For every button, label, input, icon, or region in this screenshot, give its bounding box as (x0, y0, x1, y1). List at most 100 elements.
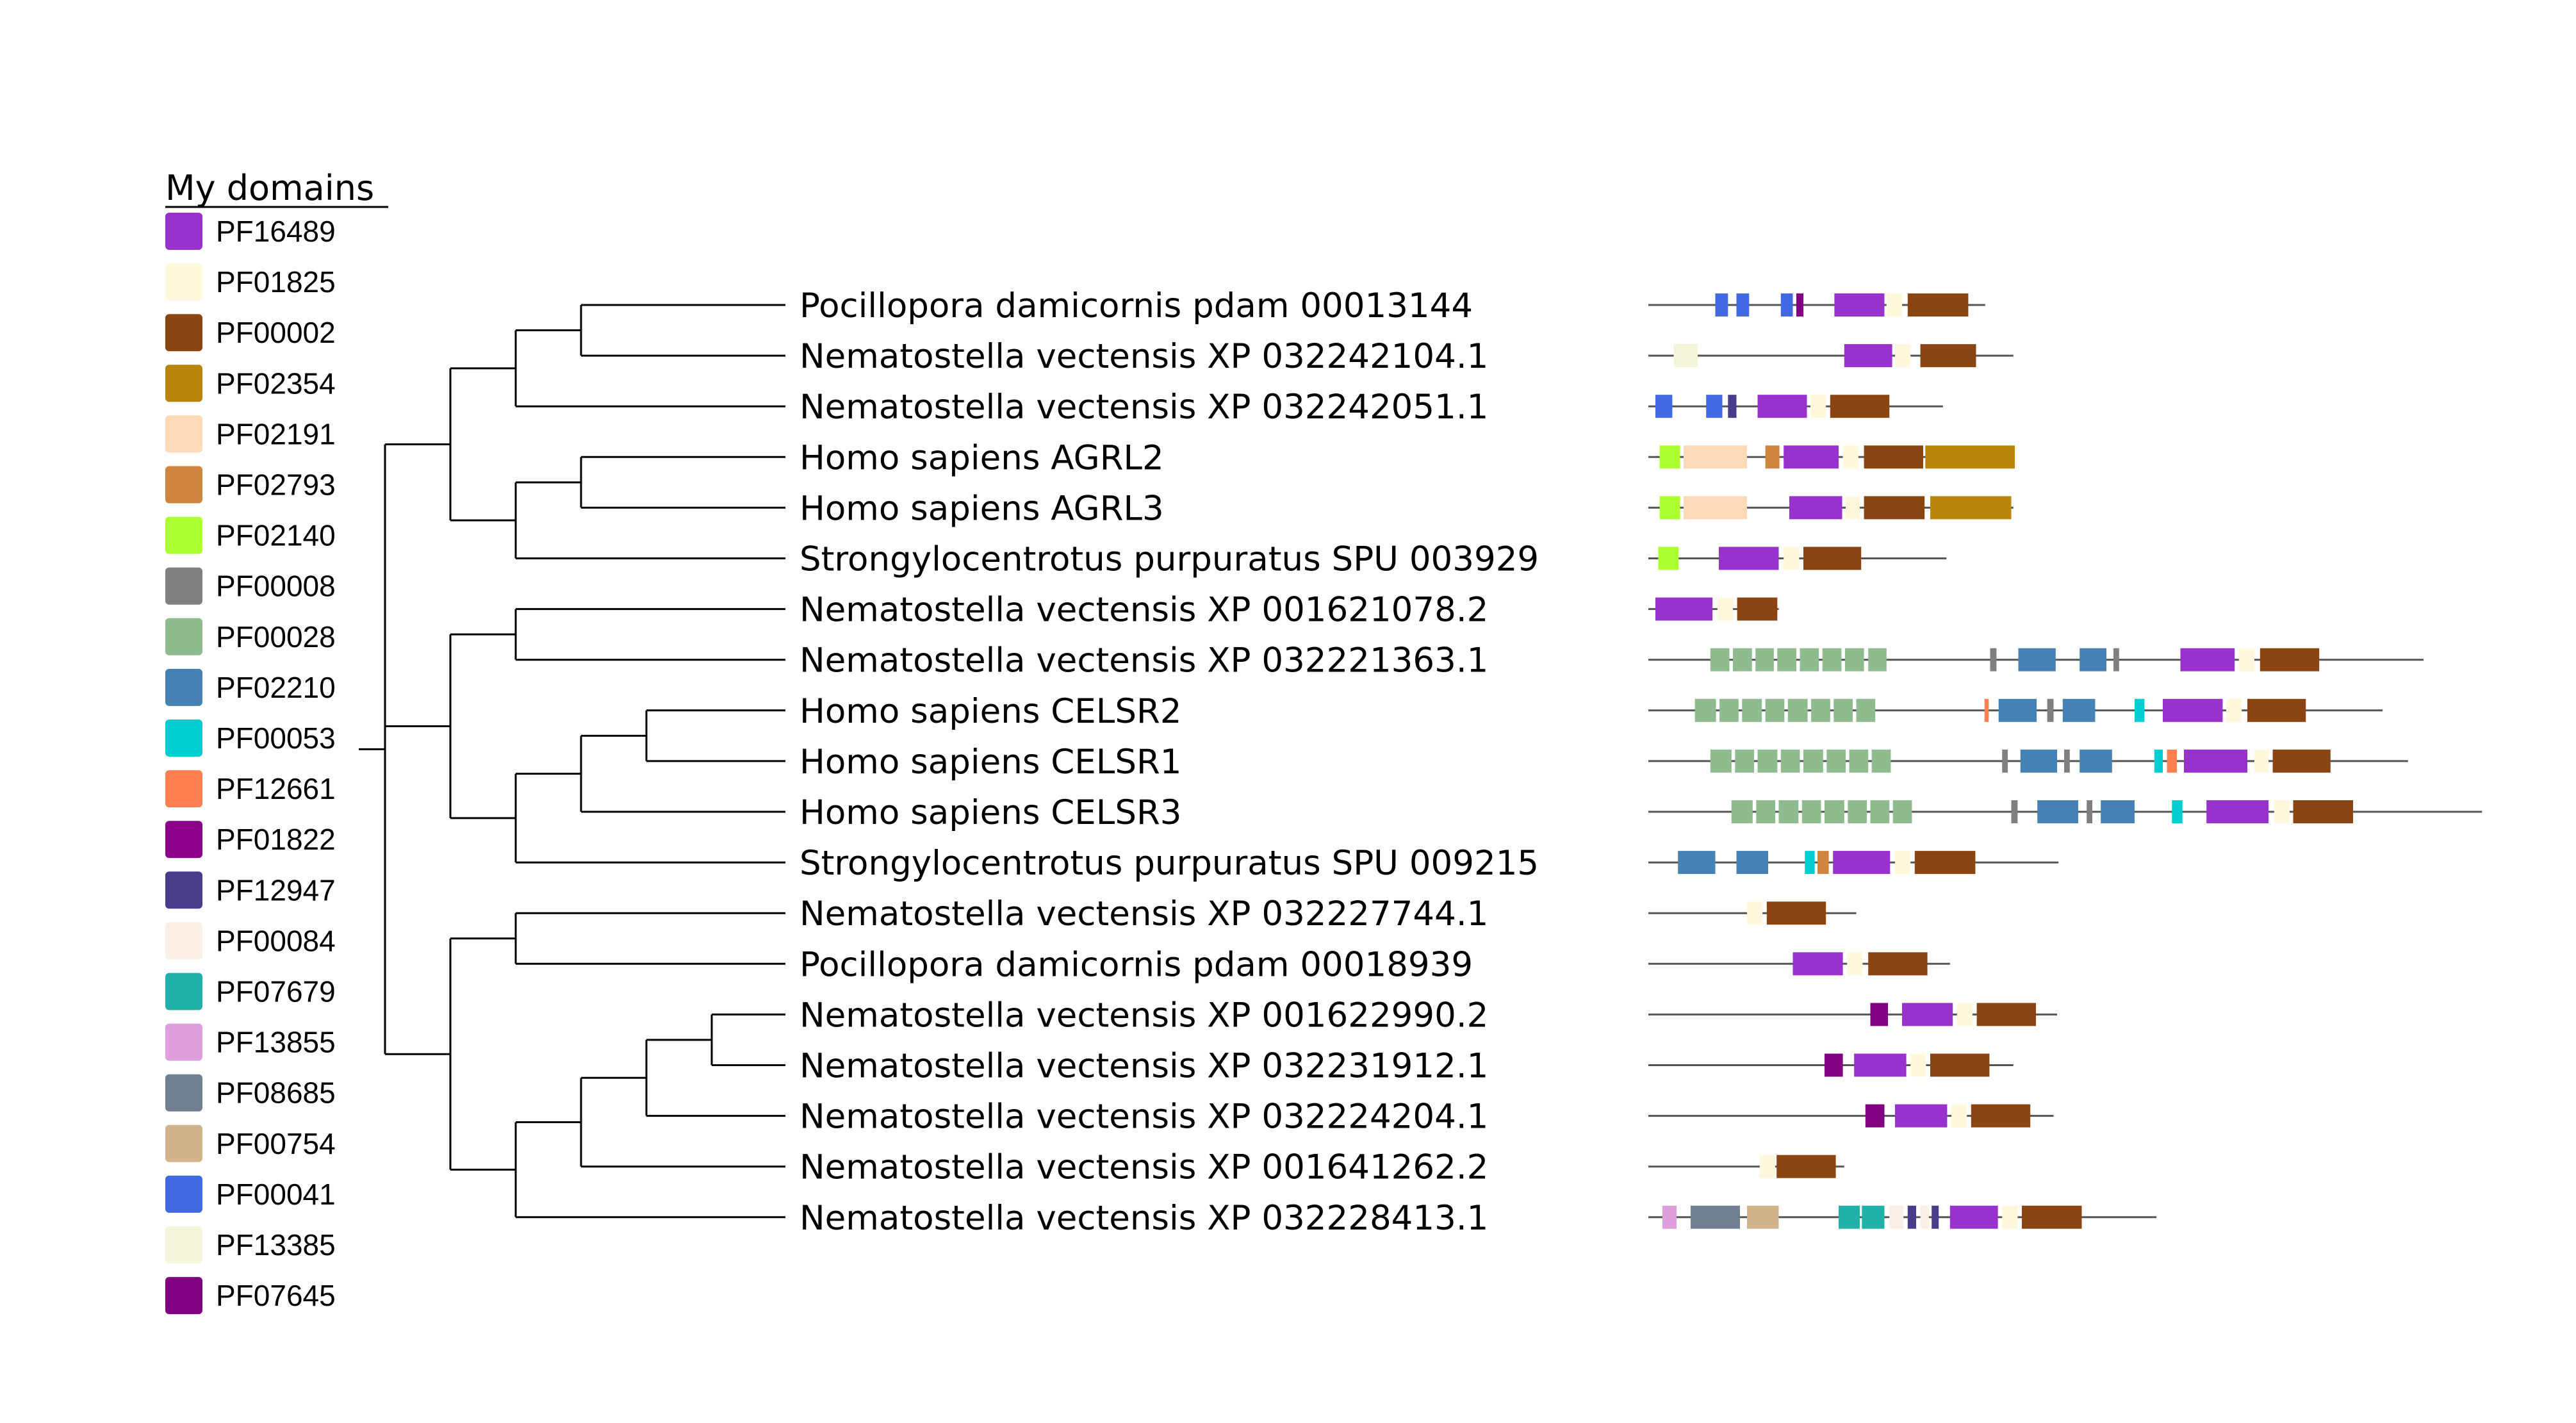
domain-block (1925, 445, 2015, 469)
domain-block (1736, 851, 1768, 875)
leaf-label: Strongylocentrotus purpuratus SPU 003929 (800, 540, 1539, 579)
domain-block (2022, 1205, 2082, 1229)
leaf-label: Nematostella vectensis XP 032242104.1 (800, 337, 1488, 376)
domain-block (2254, 749, 2268, 773)
phylogenetic-tree (359, 304, 785, 1219)
leaf-label: Nematostella vectensis XP 001641262.2 (800, 1148, 1488, 1187)
leaf-label: Pocillopora damicornis pdam 00013144 (800, 286, 1473, 325)
leaf-label: Nematostella vectensis XP 032227744.1 (800, 894, 1488, 934)
leaf-label: Nematostella vectensis XP 032231912.1 (800, 1047, 1488, 1086)
domain-block (1673, 344, 1698, 368)
domain-block (1793, 952, 1843, 976)
legend-label: PF00084 (216, 924, 336, 957)
domain-block (1733, 648, 1752, 671)
legend-item: PF01825 (165, 263, 336, 301)
legend-swatch (165, 871, 202, 909)
domain-block (1784, 547, 1800, 570)
domain-block (1871, 749, 1891, 773)
legend-label: PF02210 (216, 671, 336, 704)
architecture (1648, 293, 1985, 317)
domain-block (2037, 800, 2078, 823)
domain-block (1847, 952, 1863, 976)
architecture (1648, 496, 2014, 520)
architecture (1648, 648, 2424, 671)
domain-block (1731, 800, 1753, 823)
domain-block (1776, 1155, 1836, 1178)
legend-label: PF13385 (216, 1228, 336, 1262)
architecture (1648, 698, 2383, 722)
domain-block (1803, 547, 1862, 570)
domain-block (1757, 749, 1778, 773)
legend-label: PF13855 (216, 1026, 336, 1059)
architecture (1648, 1104, 2054, 1128)
domain-block (2080, 749, 2112, 773)
domain-block (1976, 1003, 2036, 1026)
domain-block (1717, 597, 1733, 621)
legend-label: PF01825 (216, 265, 336, 299)
leaf-label: Nematostella vectensis XP 001621078.2 (800, 591, 1488, 630)
domain-block (2020, 749, 2057, 773)
legend-label: PF08685 (216, 1076, 336, 1110)
legend-label: PF01822 (216, 823, 336, 856)
domain-block (1766, 901, 1826, 925)
architecture (1648, 749, 2408, 773)
domain-block (2274, 800, 2290, 823)
domain-block (1822, 648, 1842, 671)
legend-swatch (165, 973, 202, 1010)
legend-item: PF00754 (165, 1124, 336, 1162)
domain-block (1787, 698, 1808, 722)
legend: My domains PF16489PF01825PF00002PF02354P… (165, 168, 388, 1315)
leaf-label: Nematostella vectensis XP 032242051.1 (800, 388, 1488, 427)
legend-swatch (165, 1277, 202, 1315)
domain-architectures (1648, 293, 2482, 1229)
legend-label: PF00028 (216, 620, 336, 654)
legend-label: PF12947 (216, 873, 336, 907)
domain-block (1747, 901, 1763, 925)
legend-item: PF13855 (165, 1023, 336, 1061)
domain-block (1811, 698, 1830, 722)
legend-item: PF00028 (165, 618, 336, 655)
domain-block (1844, 648, 1864, 671)
legend-item: PF00041 (165, 1175, 336, 1213)
domain-block (1719, 547, 1779, 570)
legend-label: PF07645 (216, 1279, 336, 1312)
legend-swatch (165, 1023, 202, 1061)
domain-block (1728, 395, 1737, 418)
legend-label: PF02354 (216, 366, 336, 400)
legend-swatch (165, 567, 202, 605)
legend-swatch (165, 821, 202, 859)
domain-block (1949, 1205, 1998, 1229)
domain-block (1678, 851, 1716, 875)
domain-block (2167, 749, 2177, 773)
domain-block (1796, 293, 1803, 317)
legend-label: PF00041 (216, 1178, 336, 1211)
legend-items: PF16489 PF01825 PF00002 PF02354 PF02191 PF027… (165, 213, 336, 1315)
domain-block (2180, 648, 2235, 671)
domain-block (1684, 445, 1747, 469)
domain-block (1710, 749, 1732, 773)
domain-block (1834, 293, 1885, 317)
leaf-labels: Pocillopora damicornis pdam 00013144 Nema… (800, 286, 1539, 1238)
domain-block (2011, 800, 2018, 823)
domain-block (1805, 851, 1815, 875)
domain-block (2002, 749, 2008, 773)
domain-block (1710, 648, 1730, 671)
architecture (1648, 395, 1943, 418)
domain-block (1910, 1053, 1926, 1077)
domain-block (1844, 344, 1892, 368)
domain-block (1846, 496, 1860, 520)
legend-swatch (165, 922, 202, 960)
architecture (1648, 1003, 2057, 1026)
architecture (1648, 851, 2059, 875)
domain-block (1801, 800, 1821, 823)
domain-block (2172, 800, 2183, 823)
domain-block (1684, 496, 1747, 520)
legend-item: PF02793 (165, 466, 336, 504)
domain-block (1920, 344, 1976, 368)
legend-swatch (165, 668, 202, 706)
domain-block (2087, 800, 2092, 823)
legend-swatch (165, 213, 202, 250)
domain-block (1907, 1205, 1916, 1229)
architecture (1648, 952, 1950, 976)
